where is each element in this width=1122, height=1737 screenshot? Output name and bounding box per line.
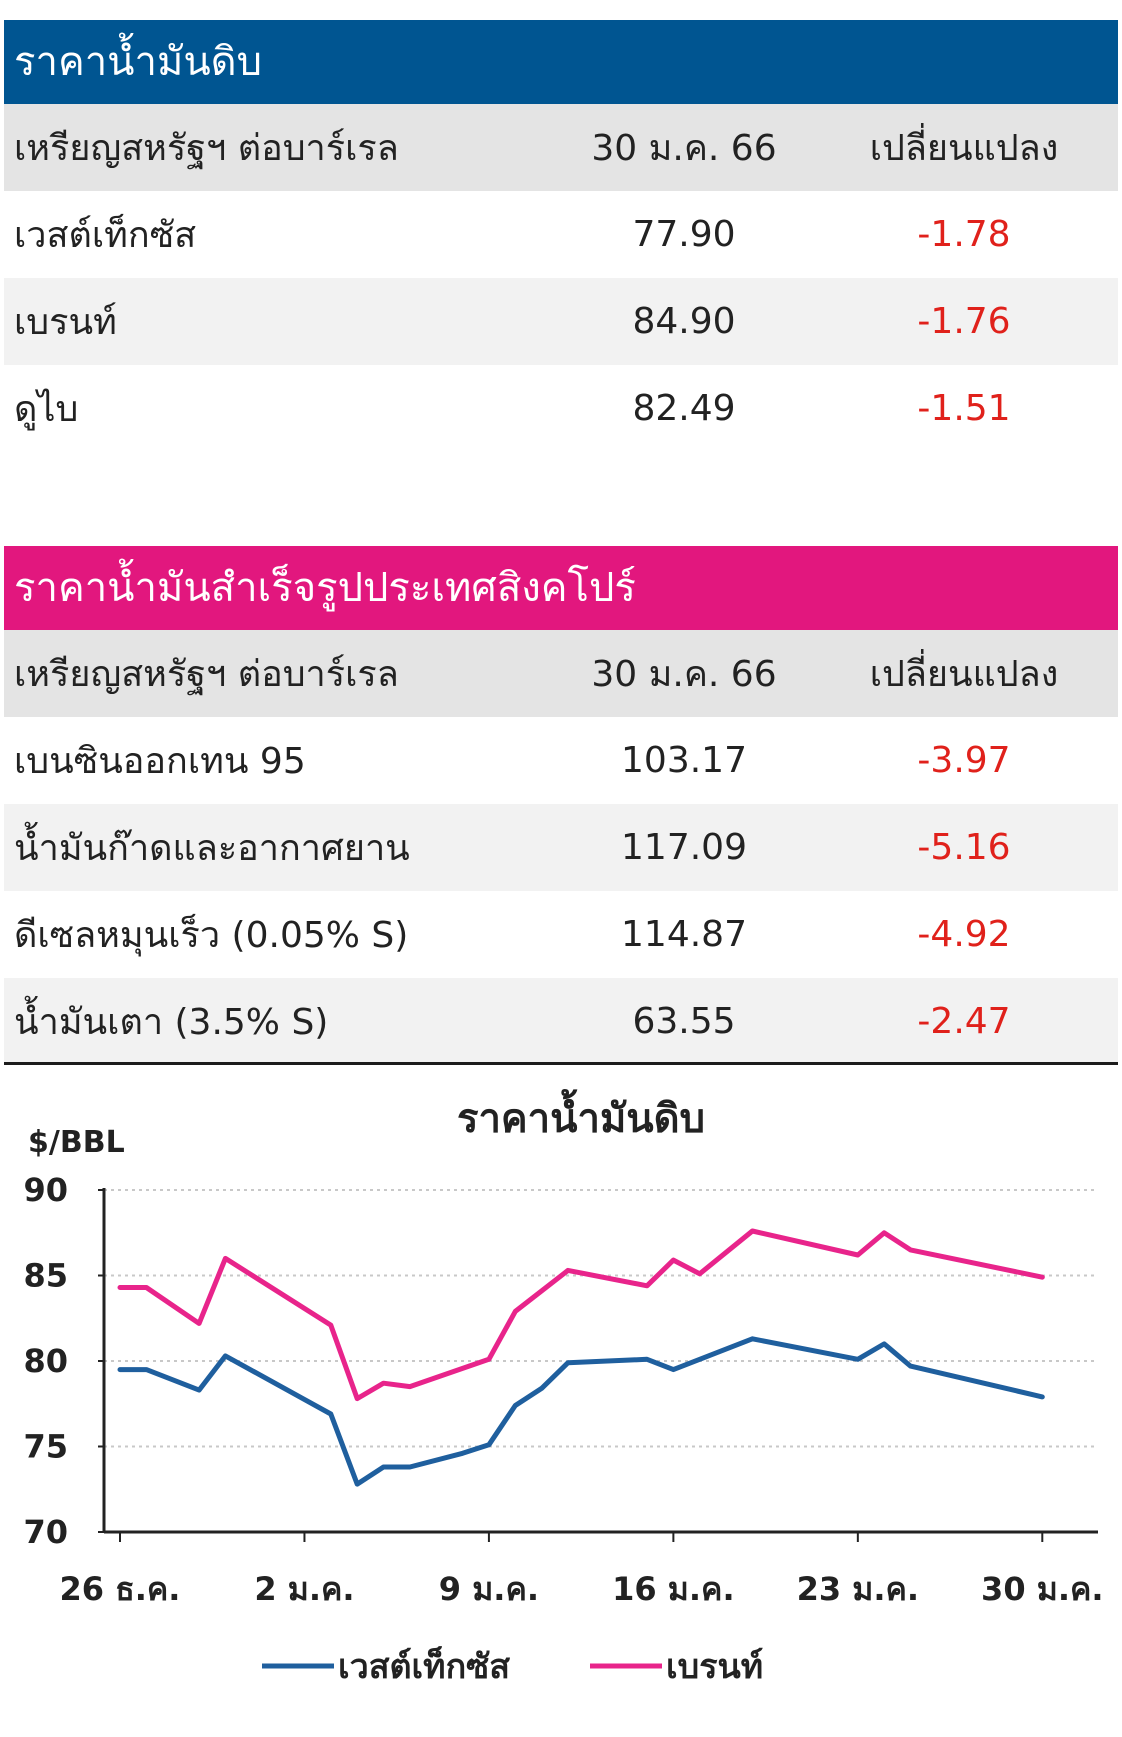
row-name: เบนซินออกเทน 95: [14, 741, 306, 782]
y-axis-label: $/BBL: [28, 1125, 125, 1160]
table-row: น้ำมันเตา (3.5% S) 63.55 -2.47: [4, 978, 1118, 1065]
legend-label: เวสต์เท็กซัส: [338, 1645, 510, 1687]
row-name: ดูไบ: [14, 389, 79, 430]
crude-oil-table: ราคาน้ำมันดิบ เหรียญสหรัฐฯ ต่อบาร์เรล 30…: [4, 20, 1118, 452]
row-change: -1.78: [917, 214, 1011, 255]
crude-table-header: เหรียญสหรัฐฯ ต่อบาร์เรล 30 ม.ค. 66 เปลี่…: [4, 104, 1118, 191]
refined-table-header: เหรียญสหรัฐฯ ต่อบาร์เรล 30 ม.ค. 66 เปลี่…: [4, 630, 1118, 717]
x-tick-label: 16 ม.ค.: [612, 1570, 734, 1608]
table-row: เวสต์เท็กซัส 77.90 -1.78: [4, 191, 1118, 278]
x-tick-label: 9 ม.ค.: [439, 1570, 539, 1608]
row-name: ดีเซลหมุนเร็ว (0.05% S): [14, 915, 409, 956]
row-value: 84.90: [632, 301, 736, 342]
y-tick-label: 70: [23, 1513, 68, 1551]
table-row: ดูไบ 82.49 -1.51: [4, 365, 1118, 452]
chart-svg: ราคาน้ำมันดิบ $/BBL 90 85 80 75 70 26 ธ.ค. 2 ม.ค…: [23, 1089, 1103, 1687]
row-value: 117.09: [621, 827, 747, 868]
row-change: -1.51: [917, 388, 1011, 429]
refined-oil-table: ราคาน้ำมันสำเร็จรูปประเทศสิงคโปร์ เหรียญ…: [4, 546, 1118, 1065]
x-tick-label: 23 ม.ค.: [797, 1570, 919, 1608]
table-row: ดีเซลหมุนเร็ว (0.05% S) 114.87 -4.92: [4, 891, 1118, 978]
table-row: เบนซินออกเทน 95 103.17 -3.97: [4, 717, 1118, 804]
row-name: เวสต์เท็กซัส: [14, 215, 197, 256]
series-line-wti: [117, 1336, 1045, 1487]
row-value: 63.55: [632, 1001, 736, 1042]
unit-header: เหรียญสหรัฐฯ ต่อบาร์เรล: [14, 128, 399, 169]
y-tick-label: 75: [23, 1428, 68, 1466]
refined-oil-title: ราคาน้ำมันสำเร็จรูปประเทศสิงคโปร์: [4, 546, 1118, 630]
row-change: -5.16: [917, 827, 1011, 868]
row-value: 77.90: [632, 214, 736, 255]
table-row: เบรนท์ 84.90 -1.76: [4, 278, 1118, 365]
row-name: น้ำมันก๊าดและอากาศยาน: [14, 828, 410, 869]
chart-divider: [4, 1062, 1118, 1065]
row-name: น้ำมันเตา (3.5% S): [14, 1002, 329, 1043]
series-line-brent: [117, 1228, 1045, 1402]
row-value: 114.87: [621, 914, 747, 955]
date-header: 30 ม.ค. 66: [591, 128, 777, 169]
row-name: เบรนท์: [14, 302, 117, 343]
y-tick-label: 85: [23, 1257, 68, 1295]
row-change: -4.92: [917, 914, 1011, 955]
crude-price-chart: ราคาน้ำมันดิบ $/BBL 90 85 80 75 70 26 ธ.ค. 2 ม.ค…: [0, 1064, 1122, 1733]
y-tick-label: 80: [23, 1342, 68, 1380]
x-tick-label: 26 ธ.ค.: [60, 1570, 181, 1608]
chart-title: ราคาน้ำมันดิบ: [457, 1089, 705, 1142]
row-change: -2.47: [917, 1001, 1011, 1042]
change-header: เปลี่ยนแปลง: [869, 654, 1059, 695]
change-header: เปลี่ยนแปลง: [869, 128, 1059, 169]
y-tick-label: 90: [23, 1171, 68, 1209]
row-change: -1.76: [917, 301, 1011, 342]
row-value: 82.49: [632, 388, 736, 429]
row-value: 103.17: [621, 740, 747, 781]
date-header: 30 ม.ค. 66: [591, 654, 777, 695]
unit-header: เหรียญสหรัฐฯ ต่อบาร์เรล: [14, 654, 399, 695]
row-change: -3.97: [917, 740, 1011, 781]
table-row: น้ำมันก๊าดและอากาศยาน 117.09 -5.16: [4, 804, 1118, 891]
x-tick-label: 30 ม.ค.: [981, 1570, 1103, 1608]
legend-label: เบรนท์: [666, 1647, 763, 1687]
crude-oil-title: ราคาน้ำมันดิบ: [4, 20, 1118, 104]
x-tick-label: 2 ม.ค.: [254, 1570, 354, 1608]
